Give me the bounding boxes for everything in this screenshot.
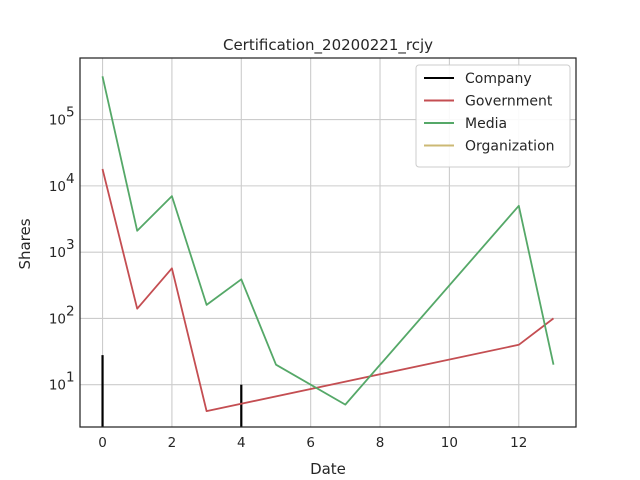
- y-tick-label: 10: [49, 245, 66, 261]
- x-tick-label: 4: [237, 435, 246, 451]
- legend-label-media: Media: [465, 116, 507, 132]
- x-tick-label: 10: [441, 435, 458, 451]
- legend-label-organization: Organization: [465, 139, 555, 155]
- y-tick-label: 10: [49, 113, 66, 129]
- y-tick-exponent: 1: [66, 370, 75, 386]
- legend-label-government: Government: [465, 94, 553, 110]
- y-tick-exponent: 3: [66, 237, 75, 253]
- x-tick-label: 2: [168, 435, 177, 451]
- x-axis-label: Date: [310, 460, 346, 478]
- y-tick-label: 10: [49, 179, 66, 195]
- series-government-line: [101, 168, 555, 412]
- y-tick-exponent: 2: [66, 303, 75, 319]
- x-tick-label: 8: [376, 435, 385, 451]
- plot-frame: [79, 57, 577, 428]
- x-tick-label: 6: [306, 435, 315, 451]
- y-tick-exponent: 5: [66, 105, 75, 121]
- y-tick-exponent: 4: [66, 171, 75, 187]
- series-media-line: [101, 76, 555, 406]
- legend: Company Government Media Organization: [415, 64, 571, 168]
- x-tick-label: 0: [98, 435, 107, 451]
- series-layer: [101, 76, 555, 427]
- y-axis-label: Shares: [16, 218, 34, 269]
- y-tick-label: 10: [49, 311, 66, 327]
- chart-title: Certification_20200221_rcjy: [223, 36, 433, 55]
- legend-label-company: Company: [465, 71, 532, 87]
- x-tick-label: 12: [510, 435, 527, 451]
- y-tick-label: 10: [49, 378, 66, 394]
- legend-box: [415, 64, 571, 168]
